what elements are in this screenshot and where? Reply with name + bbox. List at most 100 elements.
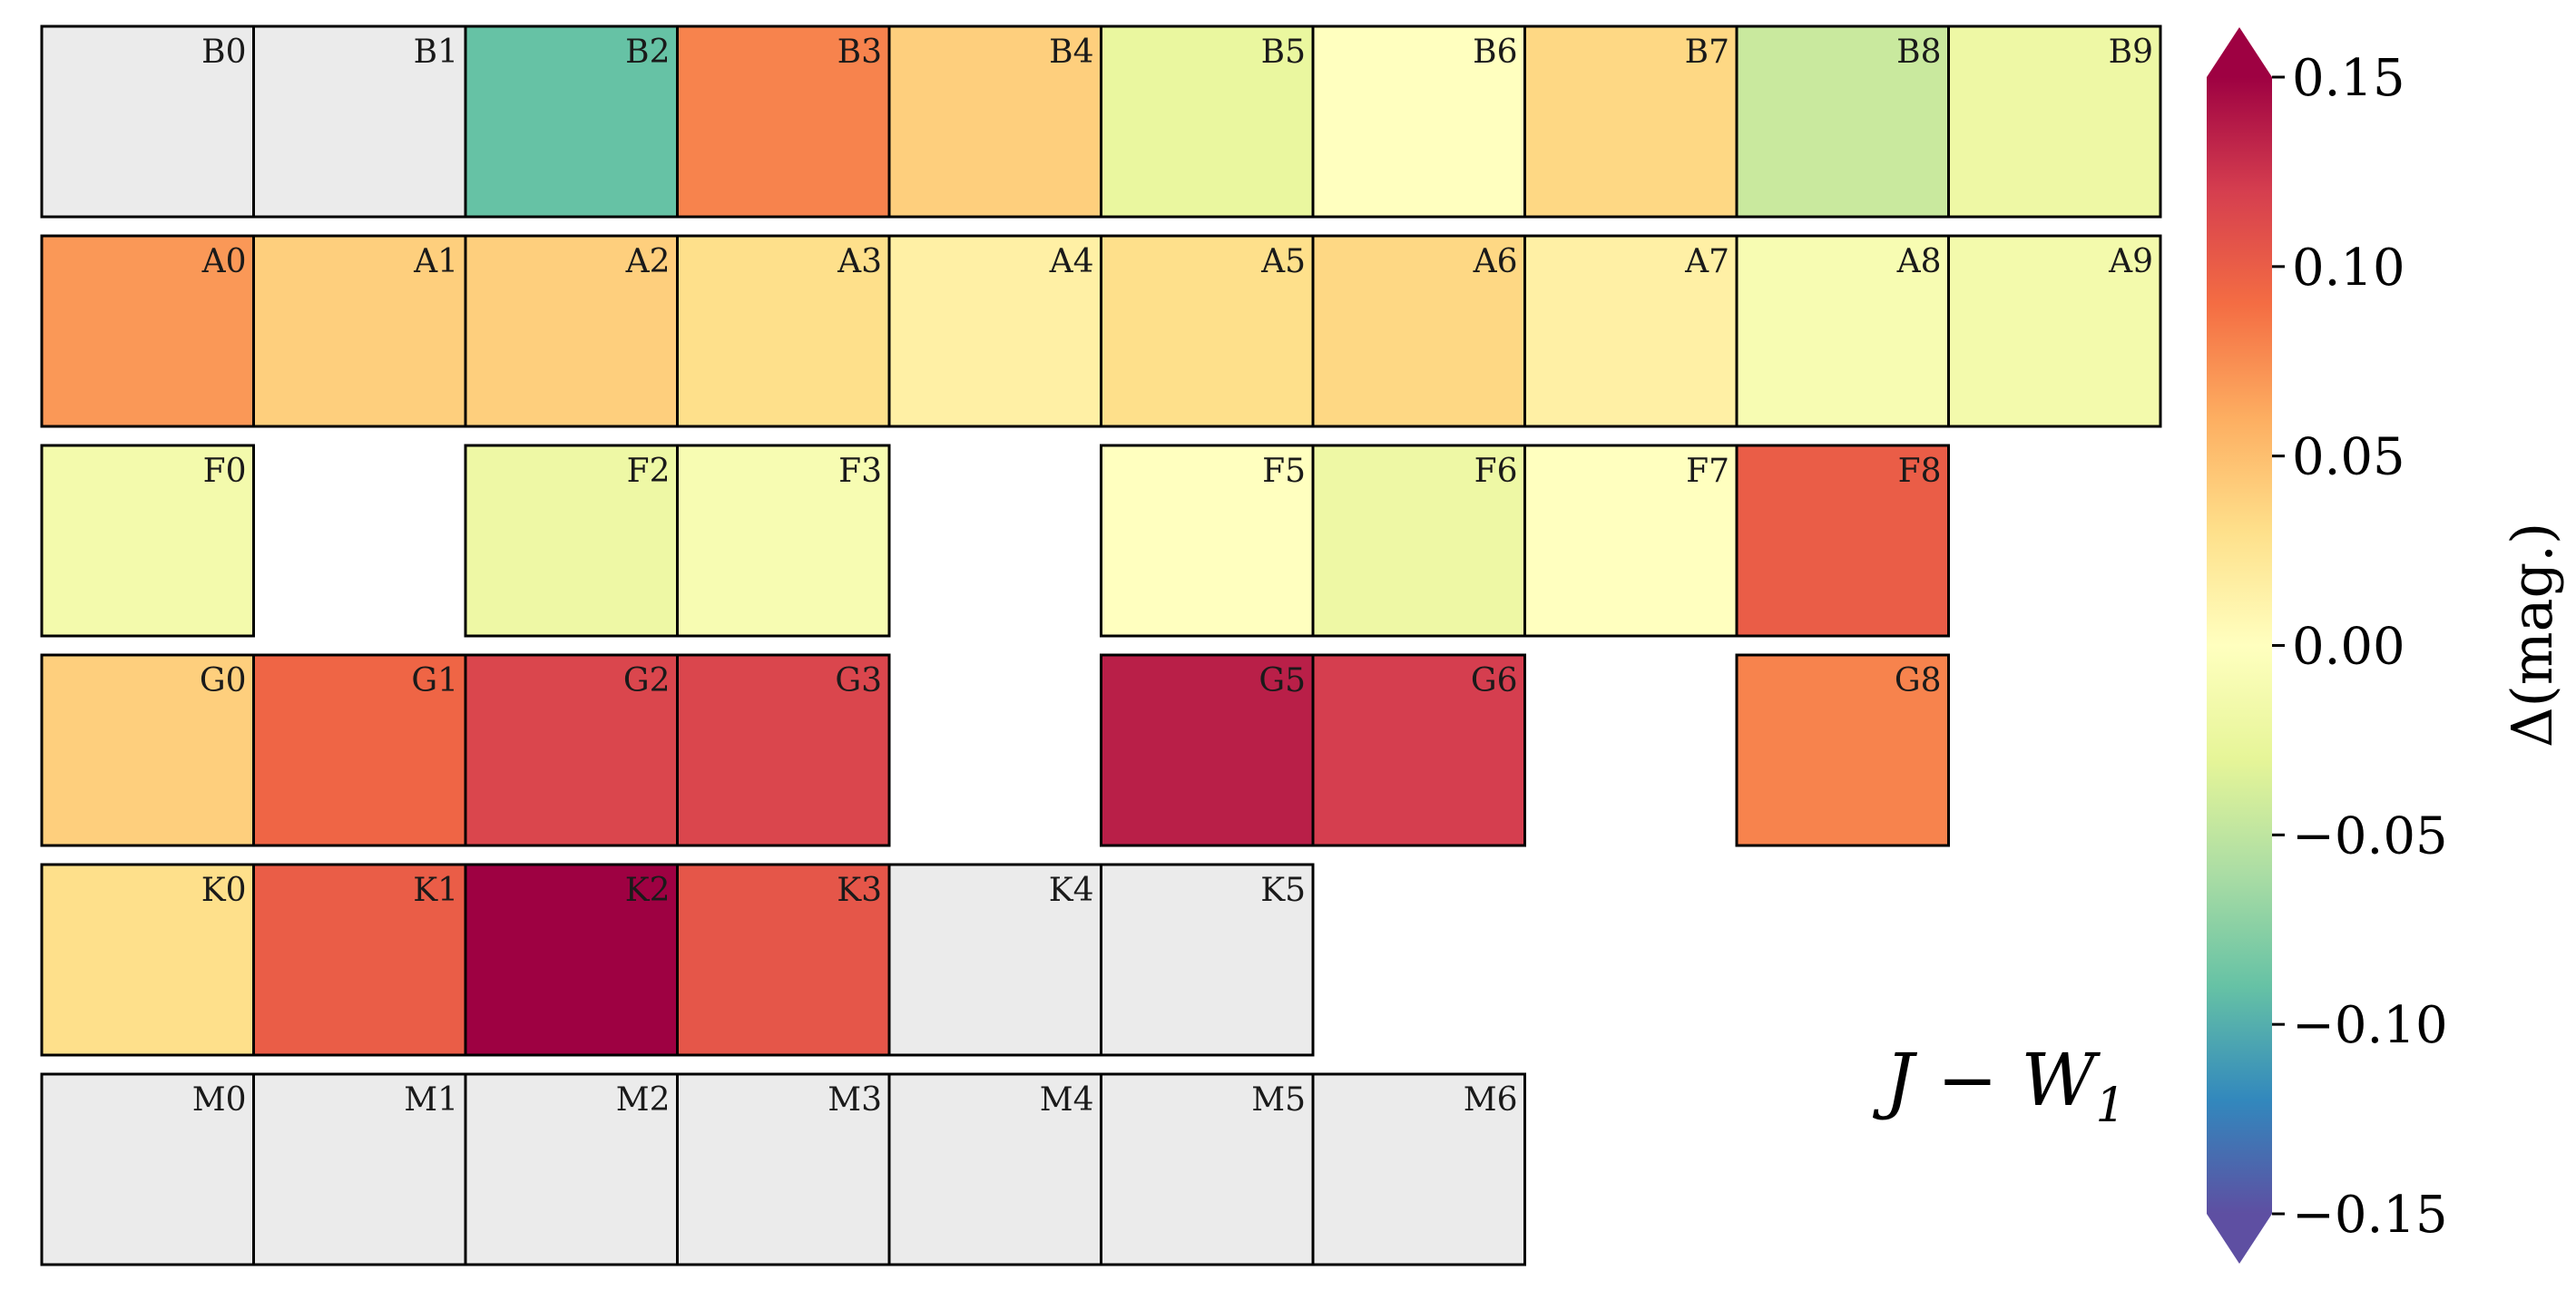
cell-label-a9: A9 bbox=[2108, 243, 2153, 280]
cell-label-b5: B5 bbox=[1261, 34, 1306, 71]
heatmap-grid: B0 B1 B2 B3 B4 B5 B6 B7 B8 B9 A0 A1 A2 A3 A4 A5 A6 A7 A8 A9… bbox=[40, 24, 2162, 1266]
cell-label-a8: A8 bbox=[1896, 243, 1942, 280]
heatmap-cell-a1 bbox=[252, 234, 467, 428]
colorbar-tick-label: 0.05 bbox=[2292, 428, 2405, 487]
cell-label-g5: G5 bbox=[1259, 662, 1306, 699]
heatmap-cell-b2 bbox=[464, 24, 679, 219]
heatmap-cell-g3 bbox=[676, 653, 891, 847]
cell-label-a1: A1 bbox=[413, 243, 458, 280]
colorbar-label: Δ(mag.) bbox=[2499, 523, 2565, 748]
colorbar-lower-extend bbox=[2207, 1214, 2272, 1264]
cell-label-a5: A5 bbox=[1260, 243, 1306, 280]
heatmap-cell-m1 bbox=[252, 1072, 467, 1266]
cell-label-a4: A4 bbox=[1049, 243, 1094, 280]
heatmap-cell-a6 bbox=[1311, 234, 1526, 428]
cell-label-m0: M0 bbox=[192, 1081, 247, 1119]
cell-label-m4: M4 bbox=[1040, 1081, 1094, 1119]
heatmap-cell-a2 bbox=[464, 234, 679, 428]
heatmap-cell-k0 bbox=[40, 863, 255, 1057]
heatmap-cell-g0 bbox=[40, 653, 255, 847]
heatmap-cell-f0 bbox=[40, 444, 255, 638]
cell-label-k1: K1 bbox=[413, 872, 458, 909]
cell-label-b2: B2 bbox=[625, 34, 670, 71]
cell-label-a6: A6 bbox=[1473, 243, 1518, 280]
cell-label-b3: B3 bbox=[837, 34, 882, 71]
colorbar-body bbox=[2207, 77, 2272, 1214]
heatmap-cell-b6 bbox=[1311, 24, 1526, 219]
heatmap-cell-k3 bbox=[676, 863, 891, 1057]
colorbar-tick-label: −0.05 bbox=[2292, 806, 2448, 865]
cell-label-k2: K2 bbox=[625, 872, 671, 909]
cell-label-g8: G8 bbox=[1895, 662, 1942, 699]
cell-label-m5: M5 bbox=[1251, 1081, 1306, 1119]
heatmap-cell-b1 bbox=[252, 24, 467, 219]
heatmap-cell-f2 bbox=[464, 444, 679, 638]
heatmap-cell-g6 bbox=[1311, 653, 1526, 847]
heatmap-cell-m0 bbox=[40, 1072, 255, 1266]
cell-label-g1: G1 bbox=[411, 662, 458, 699]
cell-label-k0: K0 bbox=[201, 872, 247, 909]
cell-label-k4: K4 bbox=[1049, 872, 1094, 909]
cell-label-m1: M1 bbox=[404, 1081, 458, 1119]
chart-annotation-main: J − W bbox=[1872, 1038, 2101, 1122]
cell-label-b7: B7 bbox=[1685, 34, 1729, 71]
heatmap-cell-k2 bbox=[464, 863, 679, 1057]
cell-label-g0: G0 bbox=[200, 662, 247, 699]
heatmap-cell-m2 bbox=[464, 1072, 679, 1266]
heatmap-cell-b7 bbox=[1523, 24, 1739, 219]
cell-label-k3: K3 bbox=[837, 872, 882, 909]
heatmap-cell-k5 bbox=[1100, 863, 1315, 1057]
heatmap-cell-b0 bbox=[40, 24, 255, 219]
cell-label-f3: F3 bbox=[838, 453, 882, 490]
cell-label-b8: B8 bbox=[1896, 34, 1941, 71]
cell-label-f6: F6 bbox=[1474, 453, 1518, 490]
heatmap-cell-k1 bbox=[252, 863, 467, 1057]
heatmap-cell-f6 bbox=[1311, 444, 1526, 638]
heatmap-cell-m4 bbox=[887, 1072, 1102, 1266]
cell-label-g2: G2 bbox=[623, 662, 671, 699]
cell-label-f8: F8 bbox=[1898, 453, 1942, 490]
cell-label-a2: A2 bbox=[625, 243, 671, 280]
heatmap-cell-a3 bbox=[676, 234, 891, 428]
cell-label-f0: F0 bbox=[203, 453, 247, 490]
cell-label-b1: B1 bbox=[414, 34, 458, 71]
cell-label-k5: K5 bbox=[1260, 872, 1306, 909]
colorbar-tick-label: 0.15 bbox=[2292, 49, 2405, 108]
cell-label-b0: B0 bbox=[201, 34, 246, 71]
colorbar-upper-extend bbox=[2207, 27, 2272, 77]
cell-label-f5: F5 bbox=[1262, 453, 1306, 490]
colorbar: 0.15 0.10 0.05 0.00 −0.05 −0.10 −0.15 Δ(mag.) bbox=[2207, 27, 2565, 1264]
heatmap-cell-b4 bbox=[887, 24, 1102, 219]
heatmap-cell-m6 bbox=[1311, 1072, 1526, 1266]
heatmap-cell-b8 bbox=[1735, 24, 1950, 219]
cell-label-b6: B6 bbox=[1473, 34, 1517, 71]
cell-label-m6: M6 bbox=[1464, 1081, 1518, 1119]
colorbar-tick-label: 0.10 bbox=[2292, 239, 2405, 298]
heatmap-cell-f8 bbox=[1735, 444, 1950, 638]
heatmap-cell-b9 bbox=[1947, 24, 2162, 219]
heatmap-cell-f3 bbox=[676, 444, 891, 638]
colorbar-tick-label: −0.10 bbox=[2292, 996, 2448, 1055]
cell-label-m3: M3 bbox=[828, 1081, 882, 1119]
heatmap-cell-m5 bbox=[1100, 1072, 1315, 1266]
cell-label-m2: M2 bbox=[616, 1081, 671, 1119]
colorbar-tick-label: −0.15 bbox=[2292, 1186, 2448, 1245]
cell-label-a0: A0 bbox=[201, 243, 247, 280]
cell-label-g6: G6 bbox=[1471, 662, 1518, 699]
chart-annotation: J − W1 bbox=[1872, 1038, 2125, 1133]
heatmap-cell-b3 bbox=[676, 24, 891, 219]
heatmap-cell-g1 bbox=[252, 653, 467, 847]
cell-label-a3: A3 bbox=[837, 243, 882, 280]
cell-label-b9: B9 bbox=[2109, 34, 2153, 71]
chart-annotation-subscript: 1 bbox=[2096, 1079, 2126, 1133]
cell-label-b4: B4 bbox=[1049, 34, 1093, 71]
heatmap-cell-a8 bbox=[1735, 234, 1950, 428]
heatmap-cell-g8 bbox=[1735, 653, 1950, 847]
cell-label-g3: G3 bbox=[835, 662, 882, 699]
cell-label-a7: A7 bbox=[1684, 243, 1729, 280]
heatmap-cell-k4 bbox=[887, 863, 1102, 1057]
cell-label-f7: F7 bbox=[1686, 453, 1729, 490]
cell-label-f2: F2 bbox=[627, 453, 671, 490]
heatmap-cell-a9 bbox=[1947, 234, 2162, 428]
